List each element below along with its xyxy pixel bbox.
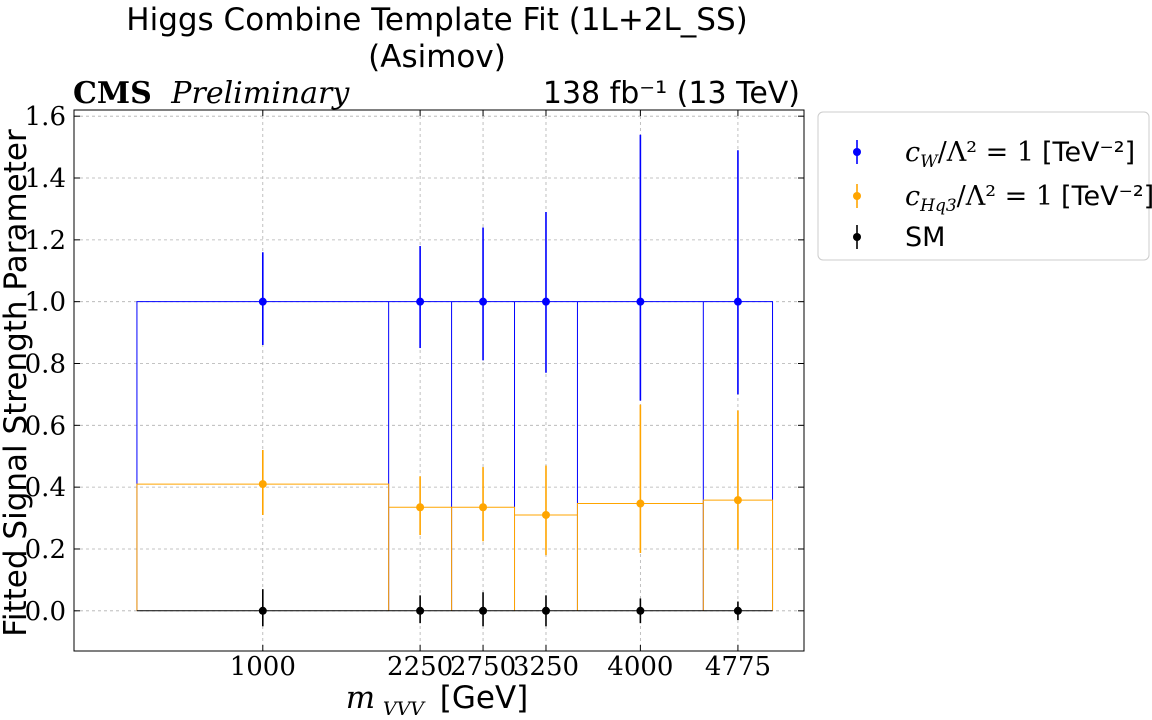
step-histogram-series-1 xyxy=(136,483,774,611)
y-tick-label: 0.2 xyxy=(25,535,66,565)
y-tick-label: 0.4 xyxy=(25,473,66,503)
data-point-series-0 xyxy=(636,297,645,306)
y-tick-label: 0.8 xyxy=(25,349,66,379)
data-point-series-2 xyxy=(733,606,742,615)
cms-label-italic: Preliminary xyxy=(170,76,350,111)
x-tick-label: 1000 xyxy=(230,652,296,682)
x-tick-label: 4000 xyxy=(607,652,673,682)
data-point-series-0 xyxy=(733,297,742,306)
cms-label: CMS Preliminary xyxy=(73,76,350,111)
x-axis-label-sub: VVV xyxy=(383,698,426,720)
legend: cW/Λ² = 1 [TeV⁻²]cHq3/Λ² = 1 [TeV⁻²]SM xyxy=(817,111,1152,261)
y-tick-label: 1.0 xyxy=(25,288,66,318)
data-point-series-2 xyxy=(541,606,550,615)
x-tick-label: 2250 xyxy=(387,652,453,682)
y-axis-label: Fitted Signal Strength Parameter xyxy=(0,129,34,637)
grid xyxy=(74,110,804,651)
x-tick-label: 2750 xyxy=(450,652,516,682)
legend-unit: [TeV⁻²] xyxy=(1042,137,1135,168)
legend-coeff-sub: Hq3 xyxy=(919,196,957,216)
data-point-series-1 xyxy=(416,503,425,512)
x-axis-label-var: m xyxy=(346,680,375,716)
data-point-series-0 xyxy=(416,297,425,306)
axes-frame xyxy=(73,109,805,652)
data-point-series-2 xyxy=(479,606,488,615)
data-point-series-0 xyxy=(541,297,550,306)
cms-label-bold: CMS xyxy=(73,76,152,111)
x-tick-label: 3250 xyxy=(513,652,579,682)
luminosity-label: 138 fb⁻¹ (13 TeV) xyxy=(543,76,800,111)
x-tick-label: 4775 xyxy=(705,652,771,682)
data-point-series-1 xyxy=(733,496,742,505)
data-point-series-1 xyxy=(258,480,267,489)
y-tick-label: 1.2 xyxy=(25,226,66,256)
data-points xyxy=(258,134,742,627)
legend-unit: SM xyxy=(905,222,945,253)
data-point-series-1 xyxy=(636,499,645,508)
y-axis-ticks: 0.0 0.2 0.4 0.6 0.8 1.0 1.2 1.4 1.6 xyxy=(25,102,804,627)
step-histogram-series-0 xyxy=(136,301,774,611)
legend-coeff: c xyxy=(905,181,920,212)
legend-unit: [TeV⁻²] xyxy=(1061,181,1152,212)
x-axis-label-unit: [GeV] xyxy=(440,680,529,716)
plot-area: 0.0 0.2 0.4 0.6 0.8 1.0 1.2 1.4 1.6 1000 22502750… xyxy=(25,102,805,682)
legend-rest: /Λ² = 1 xyxy=(938,137,1034,168)
legend-coeff: c xyxy=(905,137,920,168)
legend-box xyxy=(817,111,1150,261)
chart-title-line2: (Asimov) xyxy=(368,39,506,75)
legend-entries: cW/Λ² = 1 [TeV⁻²]cHq3/Λ² = 1 [TeV⁻²]SM xyxy=(853,137,1152,253)
x-axis-label: m VVV [GeV] xyxy=(346,680,529,720)
y-tick-label: 0.6 xyxy=(25,411,66,441)
legend-marker-dot-2 xyxy=(853,233,861,241)
y-tick-label: 1.6 xyxy=(25,102,66,132)
step-histograms xyxy=(136,301,774,612)
data-point-series-2 xyxy=(416,606,425,615)
legend-coeff-sub: W xyxy=(920,152,939,172)
data-point-series-2 xyxy=(636,606,645,615)
legend-label-0: cW/Λ² = 1 [TeV⁻²] xyxy=(905,137,1135,172)
data-point-series-0 xyxy=(258,297,267,306)
data-point-series-0 xyxy=(479,297,488,306)
legend-marker-dot-0 xyxy=(853,148,861,156)
legend-rest: /Λ² = 1 xyxy=(957,181,1053,212)
y-tick-label: 0.0 xyxy=(25,597,66,627)
data-point-series-1 xyxy=(479,503,488,512)
legend-marker-dot-1 xyxy=(853,192,861,200)
data-point-series-1 xyxy=(541,510,550,519)
legend-label-2: SM xyxy=(905,222,945,253)
chart-title-line1: Higgs Combine Template Fit (1L+2L_SS) xyxy=(126,2,747,38)
data-point-series-2 xyxy=(258,606,267,615)
y-tick-label: 1.4 xyxy=(25,164,66,194)
legend-label-1: cHq3/Λ² = 1 [TeV⁻²] xyxy=(905,181,1152,216)
